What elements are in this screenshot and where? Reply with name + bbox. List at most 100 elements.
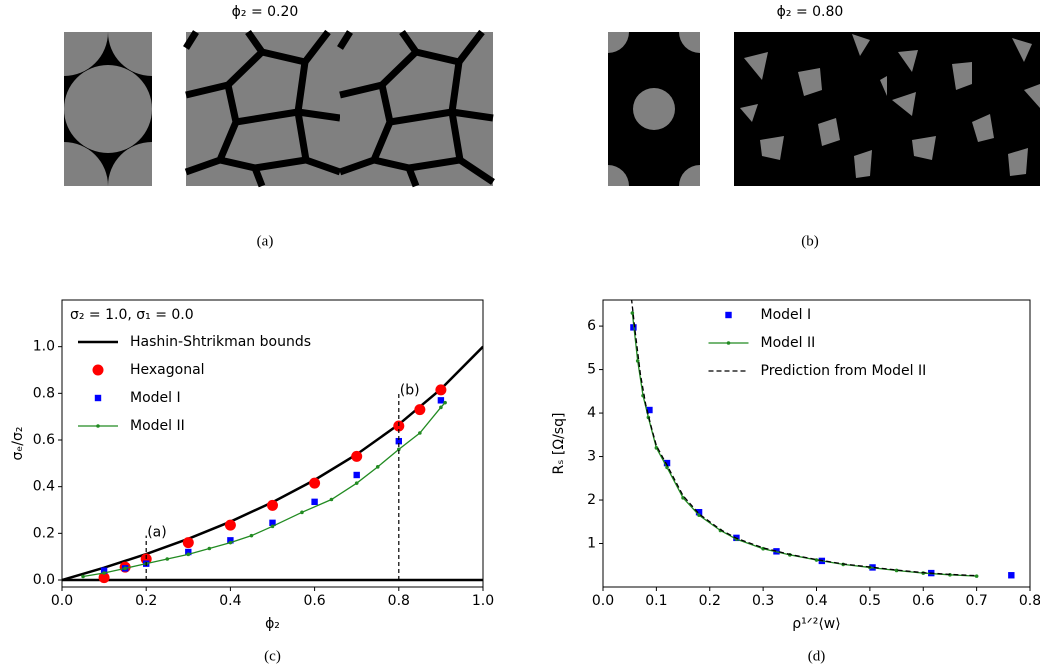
plot-area — [630, 300, 1015, 579]
x-tick-label: 0.2 — [135, 593, 157, 609]
legend-label: Model I — [130, 390, 181, 406]
marker — [329, 497, 334, 502]
legend-marker — [92, 364, 104, 376]
marker — [207, 546, 212, 551]
legend-label: Hashin-Shtrikman bounds — [130, 334, 311, 350]
x-tick-label: 0.6 — [912, 593, 934, 609]
y-tick-label: 4 — [587, 405, 596, 421]
y-tick-label: 0.8 — [33, 385, 55, 401]
marker — [395, 437, 402, 445]
marker — [267, 499, 278, 511]
caption: (a) — [257, 233, 274, 249]
legend-label: Model I — [761, 307, 812, 323]
y-tick-label: 6 — [587, 318, 596, 334]
marker — [300, 510, 304, 515]
y-tick-label: 0.0 — [33, 572, 55, 588]
marker — [351, 450, 363, 462]
x-tick-label: 0.5 — [859, 593, 881, 609]
marker — [397, 447, 401, 452]
series-line — [82, 402, 446, 578]
marker — [100, 567, 108, 574]
y-tick-label: 3 — [587, 449, 596, 465]
plot-area — [62, 345, 483, 584]
legend-marker — [94, 394, 102, 402]
caption: (d) — [808, 648, 826, 664]
legend-label: Model II — [130, 418, 185, 434]
marker — [228, 540, 233, 545]
unit-cell — [608, 32, 700, 186]
x-tick-label: 0.4 — [805, 593, 827, 609]
marker — [353, 471, 360, 479]
marker — [439, 405, 443, 410]
x-tick-label: 0.8 — [1019, 593, 1040, 609]
y-axis-label: σₑ/σ₂ — [10, 427, 26, 461]
marker — [697, 513, 701, 518]
marker — [635, 359, 640, 363]
x-tick-label: 0.1 — [645, 593, 667, 609]
caption: (b) — [801, 233, 819, 249]
panel-title: ϕ₂ = 0.80 — [777, 4, 844, 20]
annotation: (b) — [400, 382, 420, 398]
series-line — [631, 312, 977, 577]
y-tick-label: 0.2 — [33, 525, 55, 541]
marker — [249, 533, 254, 538]
panel-title: ϕ₂ = 0.20 — [232, 4, 299, 20]
marker — [974, 574, 979, 578]
marker — [894, 568, 899, 573]
marker — [186, 552, 191, 557]
axes-frame — [602, 299, 1031, 588]
marker — [227, 537, 234, 544]
marker — [98, 572, 110, 584]
x-tick-label: 0.8 — [388, 593, 410, 609]
microstructure — [183, 29, 495, 188]
x-tick-label: 0.2 — [699, 593, 721, 609]
series-line — [62, 345, 483, 582]
marker — [269, 519, 276, 527]
marker — [354, 481, 359, 485]
marker — [309, 477, 321, 489]
legend-title: σ₂ = 1.0, σ₁ = 0.0 — [70, 307, 194, 323]
marker — [681, 496, 685, 500]
x-tick-label: 0.6 — [303, 593, 325, 609]
marker — [102, 571, 106, 575]
legend-label: Model II — [761, 335, 816, 351]
x-tick-label: 0.4 — [219, 593, 241, 609]
x-axis-label: ϕ₂ — [265, 616, 280, 632]
marker — [311, 498, 318, 506]
y-tick-label: 1.0 — [33, 339, 55, 355]
marker — [435, 384, 447, 396]
marker — [437, 397, 445, 404]
unit-cell — [64, 32, 152, 186]
marker — [182, 537, 194, 549]
microstructure — [734, 32, 1040, 186]
x-axis-label: ρ¹ᐟ²⟨w⟩ — [792, 616, 840, 632]
y-tick-label: 1 — [587, 536, 596, 552]
legend-label: Hexagonal — [130, 362, 205, 378]
series-line — [630, 300, 977, 577]
marker — [695, 509, 703, 516]
y-tick-label: 0.6 — [33, 432, 55, 448]
marker — [165, 557, 170, 561]
y-axis-label: Rₛ [Ω/sq] — [551, 413, 567, 475]
annotation: (a) — [147, 525, 167, 541]
marker — [270, 524, 275, 529]
marker — [123, 566, 127, 571]
marker — [81, 574, 85, 579]
marker — [414, 404, 426, 416]
marker — [814, 558, 819, 562]
x-tick-label: 0.0 — [51, 593, 73, 609]
y-tick-label: 5 — [587, 362, 596, 378]
marker — [1008, 572, 1015, 579]
x-tick-label: 0.7 — [965, 593, 987, 609]
legend-marker — [96, 424, 100, 428]
legend-marker — [725, 311, 732, 319]
y-tick-label: 2 — [587, 492, 596, 508]
y-tick-label: 0.4 — [33, 479, 55, 495]
marker — [630, 311, 635, 315]
marker — [663, 459, 671, 467]
x-tick-label: 0.0 — [592, 593, 614, 609]
x-tick-label: 0.3 — [752, 593, 774, 609]
legend-marker — [726, 341, 731, 345]
marker — [418, 431, 422, 435]
